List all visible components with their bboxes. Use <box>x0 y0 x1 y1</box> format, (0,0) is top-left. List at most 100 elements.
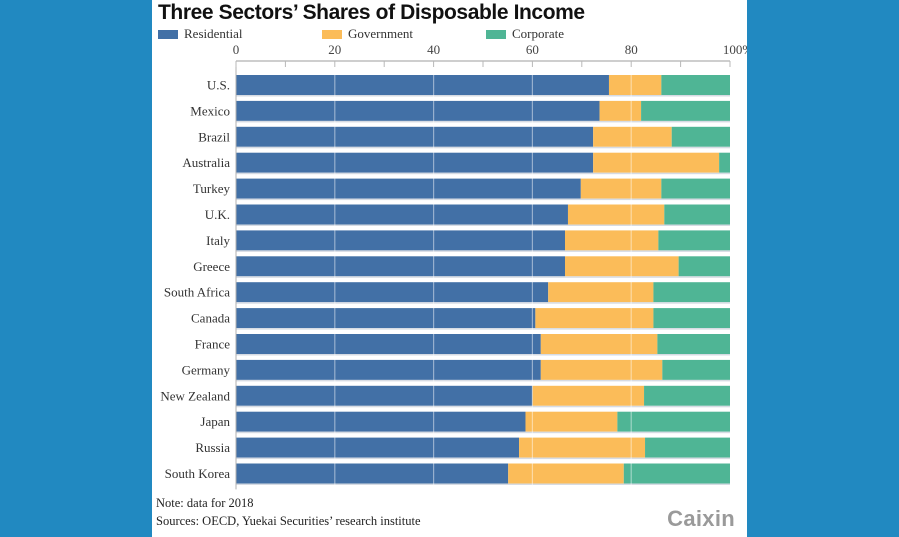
bar-corporate-canada <box>653 308 730 329</box>
category-label: Canada <box>191 311 230 326</box>
bar-government-greece <box>565 256 679 277</box>
bar-government-turkey <box>580 178 662 199</box>
x-tick-label: 80 <box>625 42 638 57</box>
bar-corporate-u-s <box>661 75 730 95</box>
legend-swatch-corporate <box>486 29 506 39</box>
legend-item-corporate: Corporate <box>486 26 564 42</box>
category-label: Japan <box>200 414 230 429</box>
category-label: U.K. <box>205 207 230 222</box>
legend-swatch-residential <box>158 29 178 39</box>
bar-corporate-brazil <box>671 126 730 147</box>
bar-government-canada <box>535 308 654 329</box>
bar-residential-canada <box>236 308 536 329</box>
x-tick-label: 60 <box>526 42 539 57</box>
bar-residential-u-s <box>236 75 609 95</box>
bar-corporate-japan <box>617 411 730 432</box>
bar-shadow <box>236 405 730 408</box>
bar-government-italy <box>565 230 659 251</box>
caixin-logo: Caixin <box>667 506 735 531</box>
legend-item-residential: Residential <box>158 26 243 42</box>
x-tick-label: 40 <box>427 42 440 57</box>
bar-government-australia <box>593 152 720 173</box>
bar-residential-germany <box>236 359 541 380</box>
bar-shadow <box>236 483 730 485</box>
gridlines-group <box>334 73 632 490</box>
category-label: U.S. <box>207 78 230 93</box>
bar-residential-japan <box>236 411 526 432</box>
bar-corporate-south-korea <box>623 463 730 484</box>
legend-label-residential: Residential <box>184 26 243 41</box>
bar-residential-u-k <box>236 204 568 225</box>
bar-shadow <box>236 328 730 330</box>
legend-swatch-government <box>322 29 342 39</box>
bar-residential-france <box>236 334 541 354</box>
category-label: France <box>195 337 231 352</box>
bar-corporate-mexico <box>641 100 730 121</box>
stacked-bar-chart: 0 20 40 60 80 100% U.S. Mexico Brazil Australia T… <box>160 42 747 490</box>
category-label: Russia <box>195 440 230 455</box>
category-label: Mexico <box>190 103 230 118</box>
x-tick-label: 100% <box>723 42 747 57</box>
category-label: South Korea <box>165 466 231 481</box>
category-label: Germany <box>182 362 231 377</box>
bar-corporate-australia <box>719 152 730 173</box>
bar-government-new-zealand <box>532 385 645 406</box>
bar-government-russia <box>519 437 646 458</box>
legend-label-corporate: Corporate <box>512 26 564 41</box>
legend-label-government: Government <box>348 26 413 41</box>
bar-shadow <box>236 198 730 201</box>
bar-corporate-south-africa <box>653 282 730 303</box>
category-label: Brazil <box>198 129 230 144</box>
bar-residential-russia <box>236 437 520 458</box>
bar-government-brazil <box>593 126 672 147</box>
bar-government-south-korea <box>508 463 624 484</box>
bar-shadow <box>236 379 730 382</box>
bar-residential-mexico <box>236 100 600 121</box>
bar-shadow <box>236 146 730 149</box>
chart-card: Three Sectors’ Shares of Disposable Inco… <box>152 0 747 537</box>
category-label: Greece <box>193 259 230 274</box>
bar-government-u-k <box>567 204 665 225</box>
bar-shadow <box>236 302 730 304</box>
bar-shadow <box>236 224 730 226</box>
bar-government-south-africa <box>548 282 654 303</box>
bar-corporate-italy <box>658 230 730 251</box>
category-label: Italy <box>206 233 230 248</box>
bar-government-japan <box>525 411 618 432</box>
bar-shadow <box>236 172 730 175</box>
bar-shadow <box>236 431 730 434</box>
bar-corporate-u-k <box>664 204 730 225</box>
x-axis: 0 20 40 60 80 100% <box>233 42 747 490</box>
x-tick-label: 0 <box>233 42 240 57</box>
chart-title: Three Sectors’ Shares of Disposable Inco… <box>158 1 585 24</box>
bar-residential-greece <box>236 256 566 277</box>
footnote: Note: data for 2018 <box>156 496 254 510</box>
bars-group <box>236 75 730 485</box>
category-label: Turkey <box>193 181 231 196</box>
category-label: South Africa <box>164 285 230 300</box>
category-label: New Zealand <box>160 388 230 403</box>
bar-residential-italy <box>236 230 566 251</box>
bar-corporate-greece <box>678 256 730 277</box>
sources-note: Sources: OECD, Yuekai Securities’ resear… <box>156 514 421 528</box>
category-labels: U.S. Mexico Brazil Australia Turkey U.K. Italy… <box>160 78 230 482</box>
bar-residential-new-zealand <box>236 385 533 406</box>
category-label: Australia <box>182 155 230 170</box>
bar-corporate-new-zealand <box>644 385 730 406</box>
bar-shadow <box>236 276 730 278</box>
bar-shadow <box>236 250 730 252</box>
bar-government-u-s <box>608 75 662 95</box>
bar-residential-south-korea <box>236 463 509 484</box>
bar-shadow <box>236 457 730 460</box>
bar-corporate-france <box>657 334 730 354</box>
bar-shadow <box>236 95 730 97</box>
bar-corporate-russia <box>645 437 730 458</box>
bar-residential-brazil <box>236 126 594 147</box>
bar-residential-australia <box>236 152 594 173</box>
x-tick-label: 20 <box>328 42 341 57</box>
bar-residential-turkey <box>236 178 581 199</box>
bar-government-mexico <box>599 100 642 121</box>
bar-government-germany <box>540 359 663 380</box>
bar-corporate-turkey <box>661 178 730 199</box>
bar-corporate-germany <box>662 359 730 380</box>
